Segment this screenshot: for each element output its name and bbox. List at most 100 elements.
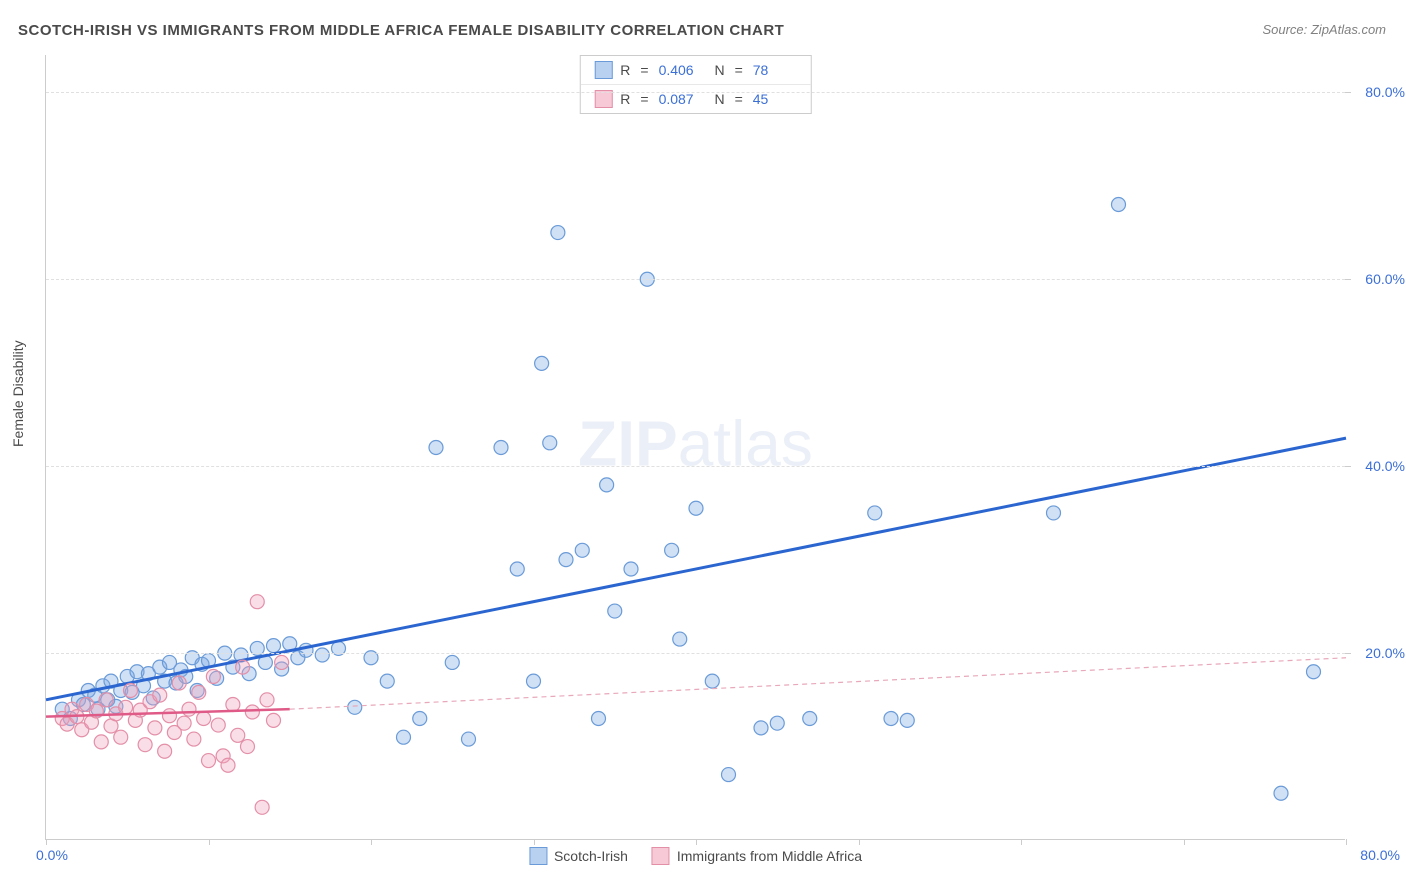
legend-n-label: N: [711, 62, 725, 78]
data-point: [153, 688, 167, 702]
data-point: [770, 716, 784, 730]
data-point: [494, 441, 508, 455]
y-axis-label: Female Disability: [10, 340, 26, 447]
y-tick-label: 40.0%: [1355, 458, 1405, 474]
gridline-h: [46, 279, 1345, 280]
data-point: [231, 728, 245, 742]
data-point: [99, 693, 113, 707]
legend-r-label: R: [620, 91, 630, 107]
data-point: [158, 744, 172, 758]
data-point: [1307, 665, 1321, 679]
data-point: [267, 713, 281, 727]
data-point: [397, 730, 411, 744]
data-point: [221, 758, 235, 772]
data-point: [119, 700, 133, 714]
data-point: [608, 604, 622, 618]
data-point: [114, 730, 128, 744]
data-point: [260, 693, 274, 707]
x-tick: [1346, 839, 1347, 845]
data-point: [559, 553, 573, 567]
data-point: [413, 712, 427, 726]
source-attribution: Source: ZipAtlas.com: [1262, 22, 1386, 37]
gridline-h: [46, 653, 1345, 654]
data-point: [192, 685, 206, 699]
series-legend-label-0: Scotch-Irish: [554, 848, 628, 864]
data-point: [592, 712, 606, 726]
data-point: [250, 595, 264, 609]
legend-n-value-0: 78: [753, 62, 797, 78]
series-legend-label-1: Immigrants from Middle Africa: [677, 848, 862, 864]
data-point: [429, 441, 443, 455]
y-tick-label: 20.0%: [1355, 645, 1405, 661]
data-point: [705, 674, 719, 688]
series-legend-swatch-1: [652, 847, 670, 865]
data-point: [527, 674, 541, 688]
data-point: [543, 436, 557, 450]
data-point: [172, 676, 186, 690]
data-point: [884, 712, 898, 726]
y-tick: [1345, 279, 1351, 280]
data-point: [124, 683, 138, 697]
data-point: [1047, 506, 1061, 520]
data-point: [94, 735, 108, 749]
x-tick: [859, 839, 860, 845]
data-point: [380, 674, 394, 688]
data-point: [255, 800, 269, 814]
data-point: [600, 478, 614, 492]
data-point: [245, 705, 259, 719]
data-point: [163, 709, 177, 723]
data-point: [445, 655, 459, 669]
data-point: [211, 718, 225, 732]
series-legend-swatch-0: [529, 847, 547, 865]
series-legend-item-0: Scotch-Irish: [529, 847, 628, 865]
y-tick-label: 60.0%: [1355, 271, 1405, 287]
y-tick: [1345, 92, 1351, 93]
data-point: [868, 506, 882, 520]
legend-r-value-0: 0.406: [659, 62, 703, 78]
data-point: [202, 754, 216, 768]
data-point: [1274, 786, 1288, 800]
legend-r-value-1: 0.087: [659, 91, 703, 107]
data-point: [575, 543, 589, 557]
data-point: [348, 700, 362, 714]
x-axis-end-label: 80.0%: [1360, 847, 1400, 863]
y-tick-label: 80.0%: [1355, 84, 1405, 100]
data-point: [551, 226, 565, 240]
gridline-h: [46, 466, 1345, 467]
legend-n-value-1: 45: [753, 91, 797, 107]
series-legend: Scotch-Irish Immigrants from Middle Afri…: [529, 847, 862, 865]
data-point: [510, 562, 524, 576]
data-point: [315, 648, 329, 662]
legend-row-series-1: R = 0.087 N = 45: [580, 84, 811, 113]
data-point: [275, 655, 289, 669]
chart-title: SCOTCH-IRISH VS IMMIGRANTS FROM MIDDLE A…: [18, 22, 784, 39]
data-point: [624, 562, 638, 576]
x-tick: [1184, 839, 1185, 845]
data-point: [689, 501, 703, 515]
x-tick: [209, 839, 210, 845]
correlation-legend: R = 0.406 N = 78 R = 0.087 N = 45: [579, 55, 812, 114]
x-tick: [534, 839, 535, 845]
legend-row-series-0: R = 0.406 N = 78: [580, 56, 811, 84]
x-axis-origin-label: 0.0%: [36, 847, 68, 863]
chart-plot-area: Female Disability ZIPatlas R = 0.406 N =…: [45, 55, 1345, 840]
series-legend-item-1: Immigrants from Middle Africa: [652, 847, 862, 865]
data-point: [182, 702, 196, 716]
gridline-h: [46, 92, 1345, 93]
scatter-svg: [46, 55, 1345, 839]
data-point: [177, 716, 191, 730]
data-point: [226, 697, 240, 711]
data-point: [803, 712, 817, 726]
data-point: [665, 543, 679, 557]
y-tick: [1345, 466, 1351, 467]
data-point: [236, 660, 250, 674]
data-point: [462, 732, 476, 746]
legend-r-label: R: [620, 62, 630, 78]
data-point: [197, 712, 211, 726]
data-point: [187, 732, 201, 746]
data-point: [673, 632, 687, 646]
legend-n-label: N: [711, 91, 725, 107]
data-point: [754, 721, 768, 735]
data-point: [206, 669, 220, 683]
x-tick: [46, 839, 47, 845]
